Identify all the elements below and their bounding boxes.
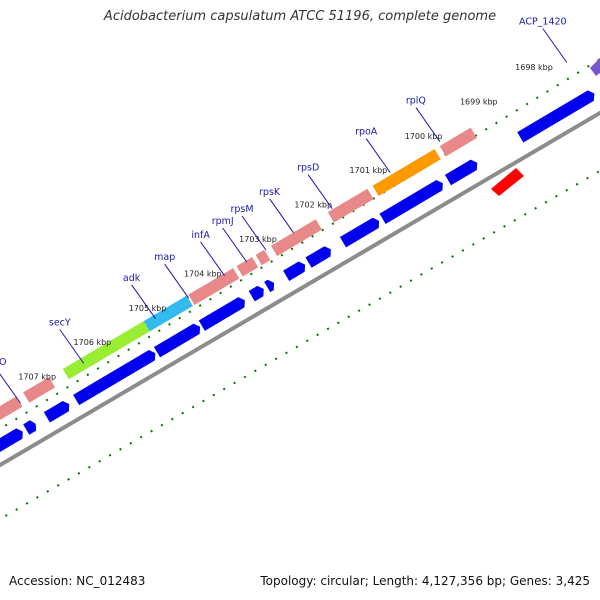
cds-forward[interactable] — [283, 259, 308, 281]
gene-label[interactable]: rpsD — [297, 163, 319, 174]
kbp-label: 1702 kbp — [294, 201, 332, 210]
kbp-label: 1698 kbp — [515, 63, 553, 72]
outer-tick-track — [0, 57, 600, 431]
gene-label-leader — [59, 329, 85, 364]
gene-label-leader — [307, 174, 333, 209]
gene-label-leader — [0, 373, 21, 404]
rna-feature[interactable] — [491, 168, 524, 196]
kbp-label: 1699 kbp — [460, 97, 498, 106]
cds-forward[interactable] — [153, 322, 203, 358]
cds-forward[interactable] — [248, 284, 267, 302]
gene-label-leader — [415, 107, 441, 142]
gene-label[interactable]: adk — [123, 273, 141, 284]
gene-label[interactable]: rpmJ — [212, 216, 234, 227]
kbp-label: 1700 kbp — [405, 132, 443, 141]
outer-ticks — [0, 57, 600, 431]
cds-secY[interactable] — [62, 321, 150, 380]
kbp-label: 1701 kbp — [350, 166, 388, 175]
cds-rpsM[interactable] — [271, 219, 322, 257]
gene-label-leader — [200, 241, 226, 277]
cds-infA[interactable] — [236, 256, 259, 277]
cds-map[interactable] — [188, 268, 240, 305]
gene-label[interactable]: rpoA — [355, 127, 378, 138]
gene-label[interactable]: ACP_1420 — [519, 17, 567, 28]
cds-forward[interactable] — [43, 399, 72, 423]
kbp-label: 1704 kbp — [184, 269, 222, 278]
gene-label-leader — [269, 198, 295, 234]
cds-ACP_1420[interactable] — [590, 58, 600, 76]
cds-forward[interactable] — [379, 178, 446, 224]
cds-forward[interactable] — [305, 244, 333, 268]
reverse-strand-features — [0, 127, 477, 422]
gene-label[interactable]: rpsM — [230, 204, 253, 215]
gene-label[interactable]: rplO — [0, 357, 6, 368]
gene-label[interactable]: map — [154, 252, 175, 263]
gene-label-leader — [222, 227, 248, 263]
cds-forward[interactable] — [517, 88, 597, 143]
cds-forward[interactable] — [0, 426, 26, 452]
cds-rpoA[interactable] — [372, 149, 441, 197]
map-title: Acidobacterium capsulatum ATCC 51196, co… — [103, 9, 497, 24]
cds-rpmJ[interactable] — [255, 249, 271, 266]
kbp-label: 1706 kbp — [74, 338, 112, 347]
gene-label[interactable]: secY — [49, 318, 71, 329]
gene-label[interactable]: rplQ — [406, 96, 426, 107]
cds-rplO-segment[interactable] — [0, 396, 23, 422]
genome-backbone — [0, 110, 600, 468]
forward-strand-features — [0, 88, 597, 452]
cds-forward[interactable] — [444, 158, 480, 186]
genome-summary-text: Topology: circular; Length: 4,127,356 bp… — [260, 574, 590, 588]
kbp-label: 1707 kbp — [18, 373, 56, 382]
gene-label-leader — [241, 215, 267, 251]
cds-reverse[interactable] — [23, 377, 56, 403]
cds-rplQ[interactable] — [439, 127, 477, 157]
gene-label[interactable]: infA — [191, 230, 210, 241]
gene-label-leader — [365, 138, 391, 173]
cds-rpsD[interactable] — [327, 188, 374, 223]
cds-forward[interactable] — [73, 348, 158, 406]
gene-label-leader — [164, 263, 190, 299]
accession-text: Accession: NC_012483 — [9, 574, 146, 588]
gene-label-leader — [131, 284, 157, 320]
cds-forward[interactable] — [339, 216, 382, 248]
cds-forward[interactable] — [264, 278, 277, 293]
gene-label-leader — [542, 28, 568, 63]
cds-adk[interactable] — [143, 295, 193, 332]
cds-forward[interactable] — [23, 419, 39, 435]
cds-forward[interactable] — [198, 295, 248, 331]
gene-label[interactable]: rpsK — [259, 187, 281, 198]
